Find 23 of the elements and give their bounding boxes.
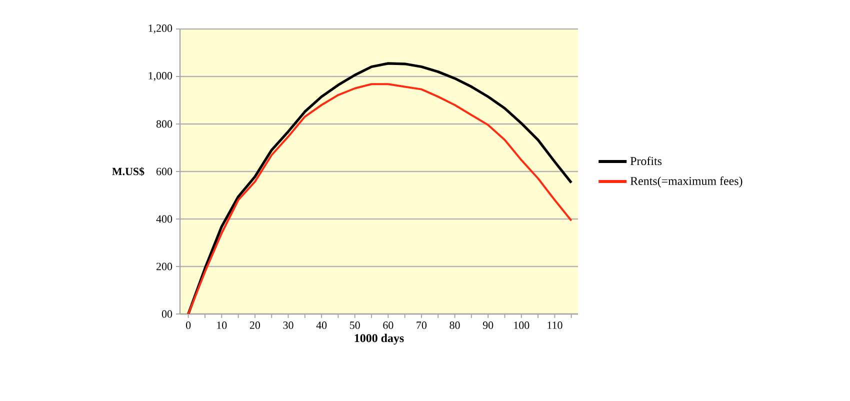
y-tick-label: 800 — [156, 120, 172, 128]
x-tick-label: 10 — [217, 322, 227, 329]
y-tick-label: 00 — [162, 310, 172, 318]
y-tick-label: 200 — [156, 262, 172, 270]
x-tick-label: 20 — [250, 322, 260, 329]
legend-label: Rents(=maximum fees) — [630, 176, 742, 188]
x-tick-label: 80 — [450, 322, 460, 329]
y-axis-title: M.US$ — [112, 167, 144, 176]
legend-label: Profits — [630, 156, 662, 166]
x-tick-label: 30 — [283, 322, 294, 329]
x-tick-label: 60 — [383, 322, 394, 329]
x-tick-label: 0 — [186, 322, 191, 329]
y-tick-label: 600 — [156, 168, 172, 176]
x-tick-label: 90 — [482, 322, 494, 329]
x-tick-label: 110 — [548, 322, 562, 329]
x-tick-label: 70 — [416, 322, 427, 329]
y-tick-label: 1,000 — [148, 72, 172, 81]
y-tick-label: 1,200 — [148, 24, 172, 34]
x-tick-label: 100 — [514, 322, 530, 329]
x-tick-label: 40 — [316, 322, 327, 329]
x-axis-title: 1000 days — [354, 334, 404, 345]
y-tick-label: 400 — [156, 215, 172, 223]
x-tick-label: 50 — [350, 322, 360, 329]
